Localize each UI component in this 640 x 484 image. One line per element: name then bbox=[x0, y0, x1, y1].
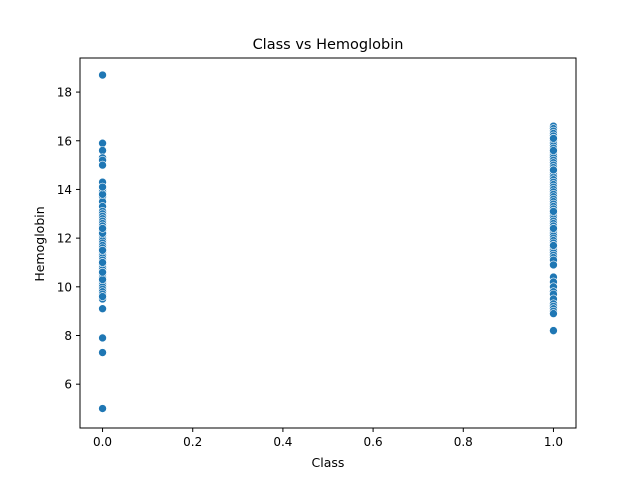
data-point bbox=[98, 275, 107, 284]
data-point bbox=[98, 70, 107, 80]
y-axis-ticks: 6 8 10 12 14 16 18 bbox=[57, 86, 80, 392]
y-tick-label: 14 bbox=[57, 183, 72, 197]
data-point bbox=[549, 134, 558, 143]
x-axis-label: Class bbox=[312, 455, 345, 470]
data-point bbox=[98, 404, 107, 413]
y-tick-label: 18 bbox=[57, 86, 72, 100]
x-tick-label: 1.0 bbox=[544, 435, 563, 449]
data-point bbox=[98, 292, 107, 301]
y-tick-label: 12 bbox=[57, 232, 72, 246]
x-tick-label: 0.6 bbox=[364, 435, 383, 449]
y-axis-label: Hemoglobin bbox=[32, 206, 47, 281]
data-point bbox=[98, 190, 107, 199]
y-tick-label: 8 bbox=[64, 329, 72, 343]
data-point bbox=[98, 348, 107, 357]
x-tick-label: 0.8 bbox=[454, 435, 473, 449]
data-point bbox=[98, 246, 107, 255]
data-point bbox=[549, 309, 558, 318]
data-point bbox=[98, 304, 107, 314]
x-tick-label: 0.0 bbox=[93, 435, 112, 449]
data-point bbox=[549, 224, 558, 233]
chart-title: Class vs Hemoglobin bbox=[253, 37, 404, 53]
series-class-0 bbox=[98, 70, 107, 413]
y-tick-label: 16 bbox=[57, 134, 72, 148]
x-tick-label: 0.2 bbox=[183, 435, 202, 449]
data-point bbox=[98, 267, 107, 277]
data-point bbox=[98, 182, 107, 192]
data-point bbox=[98, 333, 107, 343]
y-tick-label: 6 bbox=[64, 378, 72, 392]
data-point bbox=[98, 146, 107, 155]
data-point bbox=[549, 146, 558, 155]
x-axis-ticks: 0.0 0.2 0.4 0.6 0.8 1.0 bbox=[93, 428, 563, 449]
data-point bbox=[98, 258, 107, 267]
data-point bbox=[98, 138, 107, 148]
data-point bbox=[98, 224, 107, 233]
series-class-1 bbox=[549, 121, 558, 335]
plot-frame bbox=[79, 57, 577, 429]
data-points bbox=[98, 70, 558, 413]
y-tick-label: 10 bbox=[57, 280, 72, 294]
data-point bbox=[549, 326, 558, 335]
data-point bbox=[549, 207, 558, 216]
data-point bbox=[549, 241, 558, 250]
data-point bbox=[98, 160, 107, 170]
data-point bbox=[549, 165, 558, 175]
data-point bbox=[549, 260, 558, 270]
x-tick-label: 0.4 bbox=[273, 435, 292, 449]
